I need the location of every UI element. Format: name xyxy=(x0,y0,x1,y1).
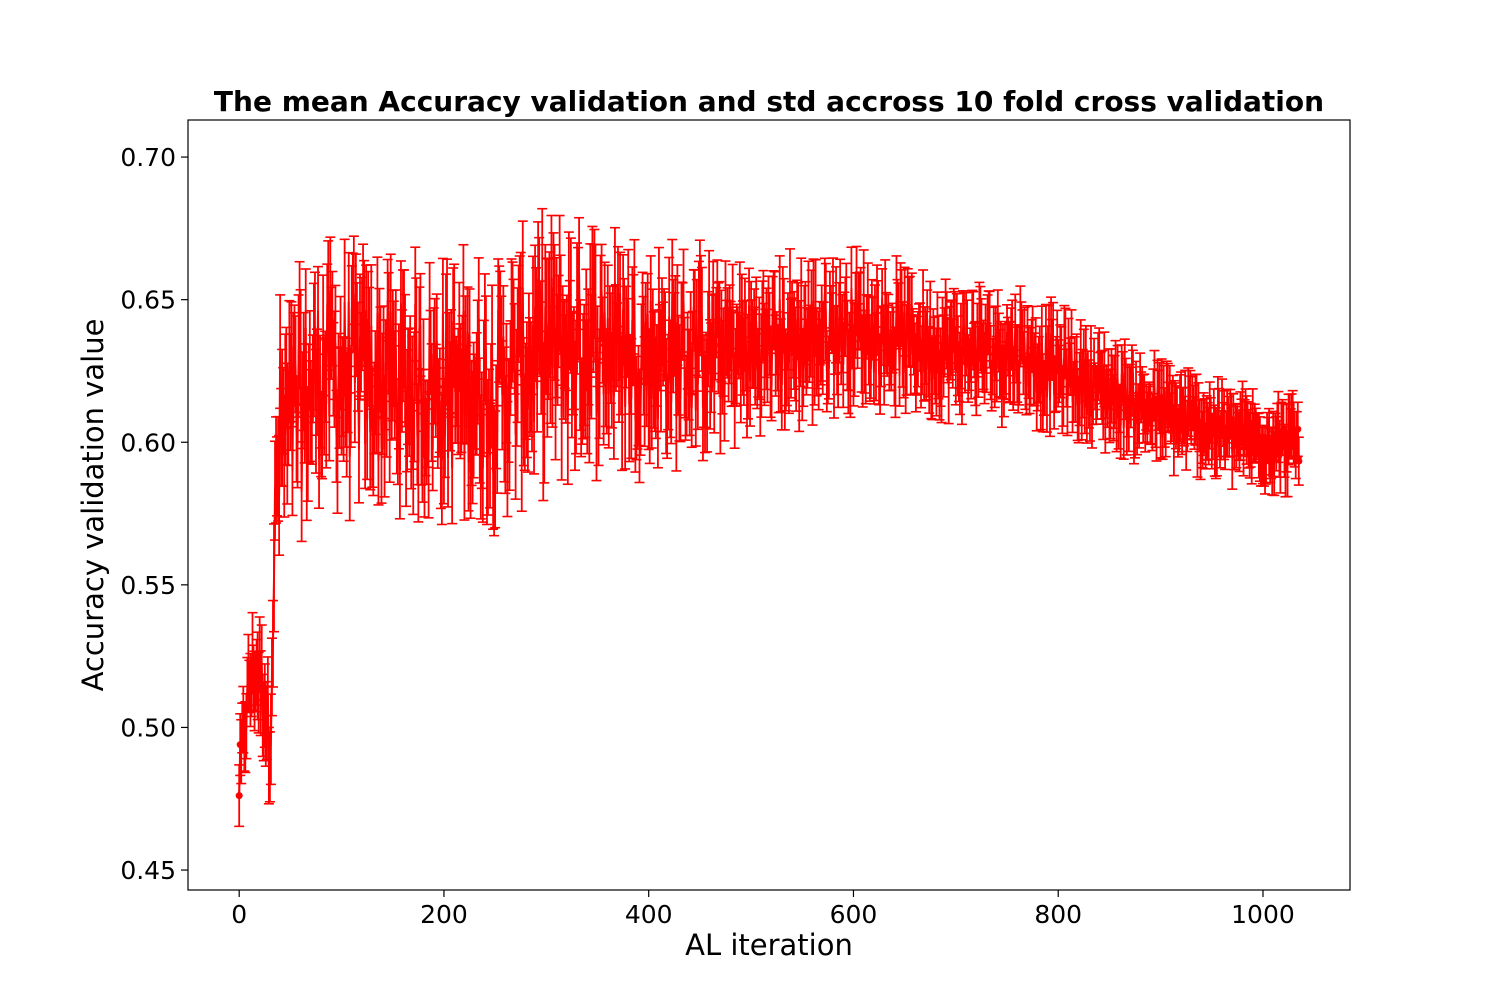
plot-frame xyxy=(187,119,1351,891)
errorbar-series xyxy=(234,207,1304,828)
x-tick-label: 0 xyxy=(231,900,247,929)
x-tick-label: 600 xyxy=(830,900,878,929)
chart-title: The mean Accuracy validation and std acc… xyxy=(214,85,1324,118)
y-tick-label: 0.45 xyxy=(120,856,176,885)
x-tick-label: 1000 xyxy=(1231,900,1295,929)
mean-line xyxy=(238,273,1300,796)
data-point xyxy=(235,792,243,800)
y-tick-label: 0.55 xyxy=(120,571,176,600)
y-tick-label: 0.60 xyxy=(120,428,176,457)
x-tick-label: 800 xyxy=(1034,900,1082,929)
y-axis: 0.45 0.50 0.55 0.60 0.65 0.70 xyxy=(120,143,188,885)
x-tick-label: 400 xyxy=(625,900,673,929)
y-tick-label: 0.50 xyxy=(120,713,176,742)
x-axis: 0 200 400 600 800 1000 xyxy=(231,890,1295,929)
plot-area xyxy=(234,207,1304,828)
x-axis-label: AL iteration xyxy=(685,928,853,962)
x-tick-label: 200 xyxy=(420,900,468,929)
data-point xyxy=(1294,425,1302,433)
data-point xyxy=(236,741,244,749)
data-point xyxy=(1295,457,1303,465)
y-axis-label: Accuracy validation value xyxy=(76,319,110,692)
y-tick-label: 0.70 xyxy=(120,143,176,172)
y-tick-label: 0.65 xyxy=(120,286,176,315)
